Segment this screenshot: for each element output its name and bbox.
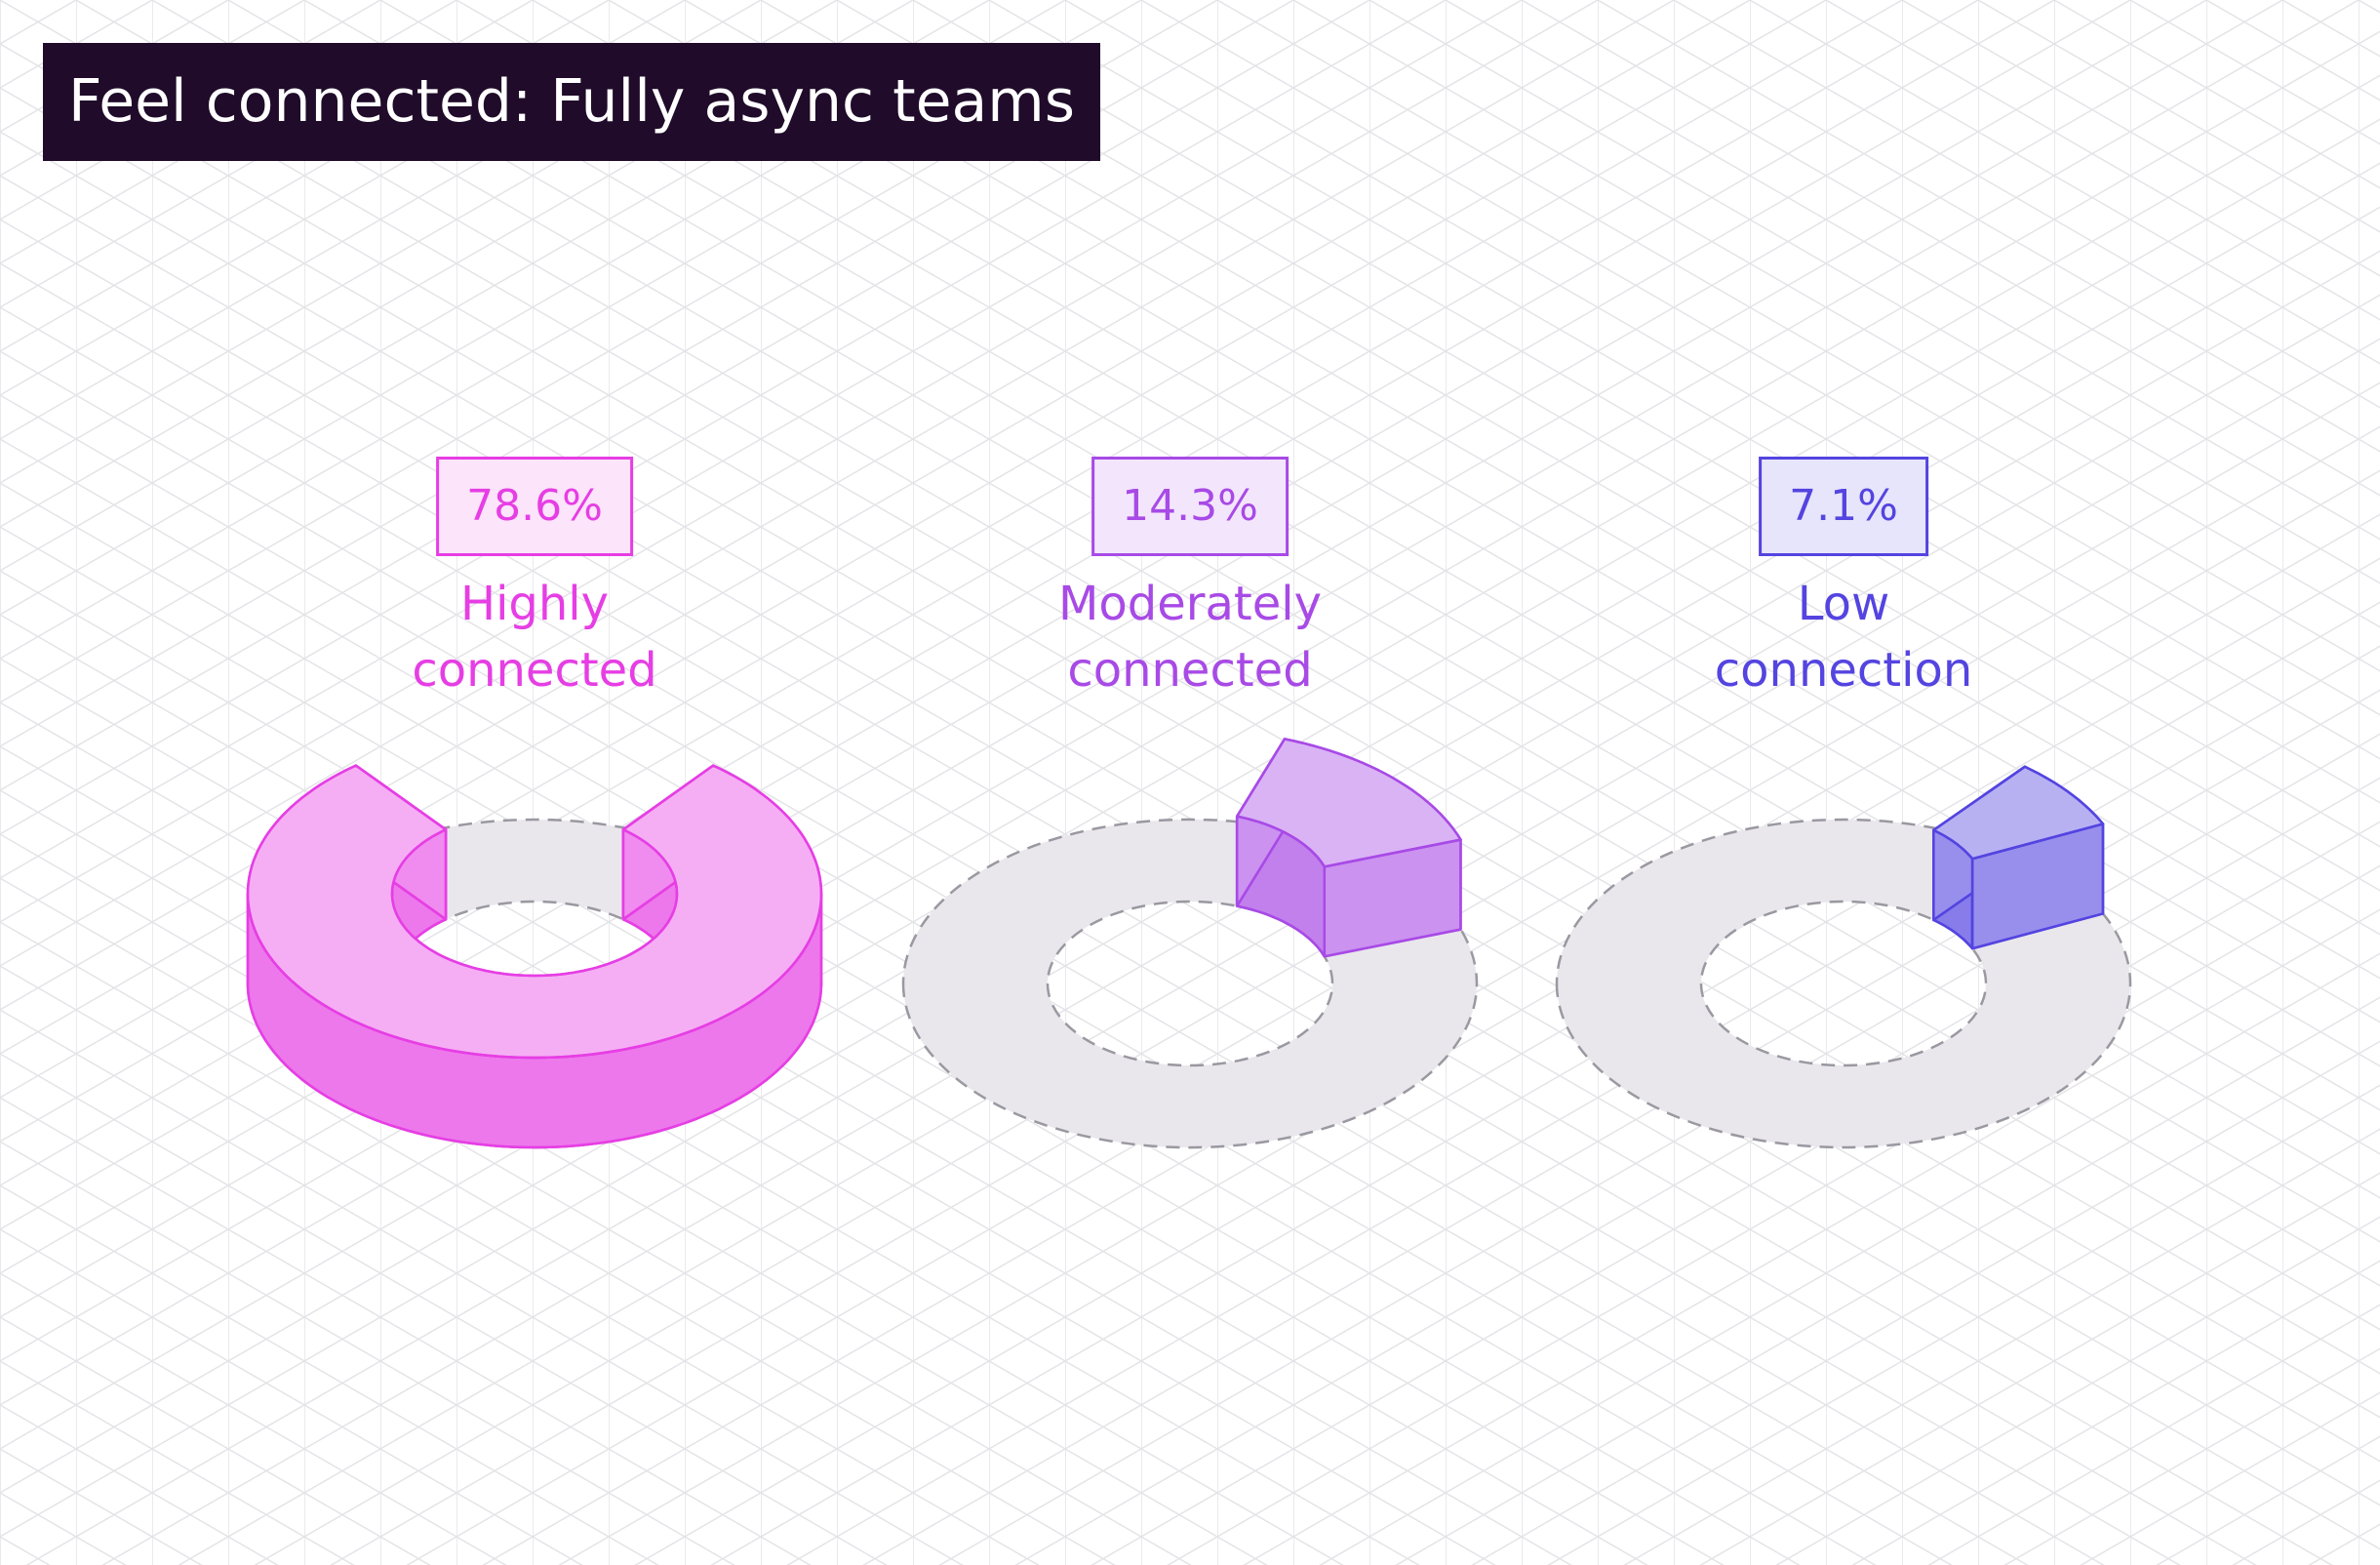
value-label: 78.6% <box>436 457 633 556</box>
category-label: Low connection <box>1714 577 1973 698</box>
chart-title: Feel connected: Fully async teams <box>43 43 1100 161</box>
category-label: Moderately connected <box>1057 577 1323 698</box>
value-label: 7.1% <box>1759 457 1928 556</box>
slice-top-shade <box>1235 738 1462 868</box>
slice-top-shade <box>246 764 823 1060</box>
category-label: Highly connected <box>412 577 657 698</box>
value-label: 14.3% <box>1091 457 1289 556</box>
slice-top-shade <box>1932 765 2105 861</box>
